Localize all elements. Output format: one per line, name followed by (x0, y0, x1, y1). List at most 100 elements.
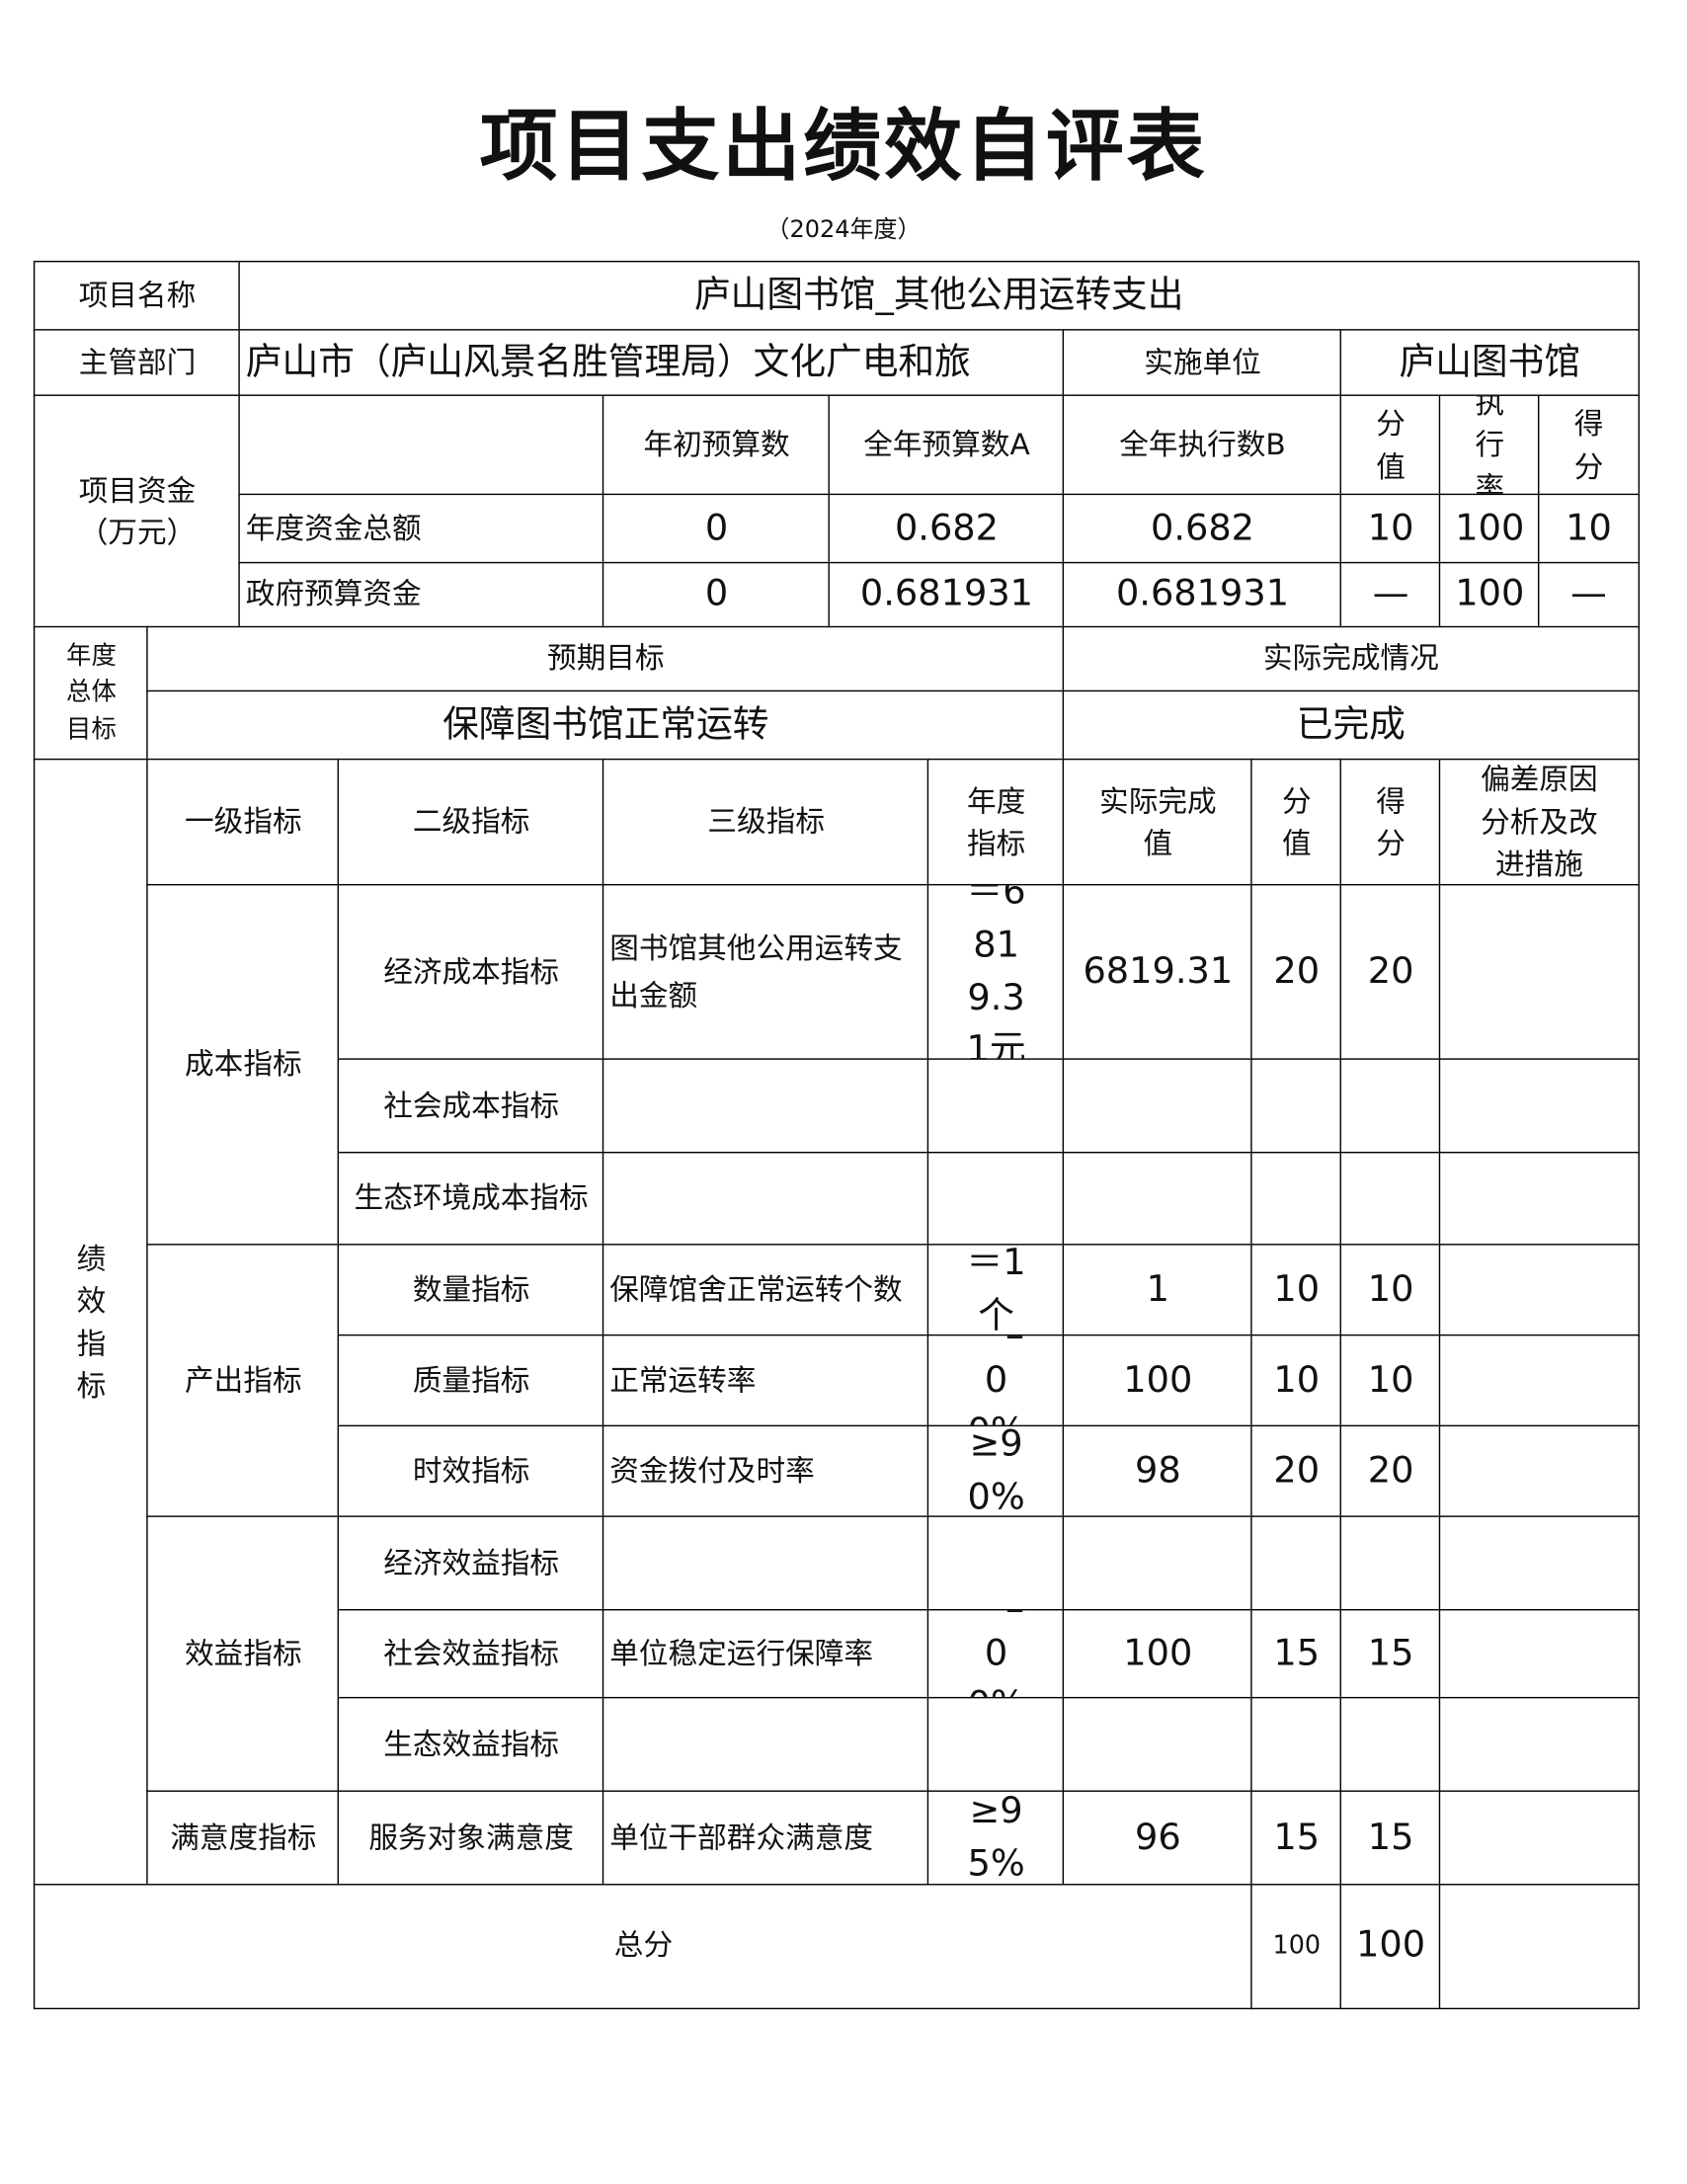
funding-header-cell: 执行率 (1439, 394, 1541, 497)
funding-header: 年初预算数 (643, 427, 790, 461)
indicator-score: 15 (1367, 1816, 1414, 1859)
indicator-actual: 98 (1134, 1449, 1181, 1492)
indicator-header-cell: 得分 (1339, 759, 1442, 887)
funding-header: 分值 (1376, 407, 1406, 484)
total-score: 100 (1356, 1924, 1426, 1967)
level1-indicator-cell: 成本指标 (146, 884, 341, 1247)
indicator-target: ＝100% (967, 1611, 1026, 1698)
indicator-header-cell: 二级指标 (337, 759, 605, 887)
indicator-target-cell: ＝6819.31元 (927, 884, 1066, 1061)
indicator-level3: 保障馆舍正常运转个数 (609, 1272, 903, 1307)
funding-header-cell (238, 394, 605, 497)
level1-indicator: 成本指标 (185, 1047, 302, 1082)
indicator-level3-cell (602, 1515, 930, 1612)
funding-value-cell: 100 (1439, 494, 1541, 565)
funding-header: 得分 (1573, 407, 1604, 484)
dept-value-cell: 庐山市（庐山风景名胜管理局）文化广电和旅 (238, 329, 1066, 397)
indicator-level2-cell: 数量指标 (337, 1244, 605, 1337)
total-label-cell: 总分 (34, 1884, 1253, 2009)
indicator-deviation-cell (1439, 1790, 1640, 1887)
funding-value-cell: 0 (602, 494, 831, 565)
page-subtitle: （2024年度） (765, 215, 922, 245)
funding-value-cell: 10 (1339, 494, 1442, 565)
funding-row-label: 政府预算资金 (245, 577, 422, 611)
indicator-score: 15 (1367, 1632, 1414, 1674)
indicator-level2-cell: 时效指标 (337, 1425, 605, 1518)
funding-value: — (1372, 573, 1409, 615)
funding-value-cell: 0.682 (1062, 494, 1343, 565)
indicator-score-cell: 10 (1339, 1244, 1442, 1337)
indicator-header-cell: 一级指标 (146, 759, 341, 887)
indicator-target-cell (927, 1697, 1066, 1793)
page-title: 项目支出绩效自评表 (479, 100, 1208, 193)
total-label: 总分 (613, 1928, 674, 1963)
indicator-level2-cell: 经济成本指标 (337, 884, 605, 1061)
funding-header: 全年预算数A (863, 427, 1030, 461)
funding-row-label-cell: 政府预算资金 (238, 562, 605, 629)
indicator-level2: 社会效益指标 (383, 1636, 560, 1670)
indicator-level3-cell (602, 1152, 930, 1247)
indicator-score-value-cell (1250, 1515, 1343, 1612)
funding-header: 全年执行数B (1119, 427, 1286, 461)
indicators-label: 绩效指标 (76, 1242, 107, 1403)
funding-label: 项目资金（万元） (78, 473, 197, 550)
total-score-value-cell: 100 (1250, 1884, 1343, 2009)
indicator-deviation-cell (1439, 1697, 1640, 1793)
funding-value: 100 (1455, 507, 1525, 549)
indicator-actual-cell (1062, 1058, 1253, 1155)
goals-expected-label: 预期目标 (547, 641, 665, 676)
indicator-level3-cell: 保障馆舍正常运转个数 (602, 1244, 930, 1337)
funding-value: 10 (1367, 507, 1414, 549)
indicator-level3: 图书馆其他公用运转支出金额 (609, 930, 903, 1012)
indicator-level3-cell: 正常运转率 (602, 1335, 930, 1428)
indicator-level2-cell: 社会成本指标 (337, 1058, 605, 1155)
project-name-label-cell: 项目名称 (34, 261, 241, 332)
indicator-header-cell: 年度指标 (927, 759, 1066, 887)
indicator-level2: 生态环境成本指标 (354, 1180, 589, 1215)
indicator-score-value-cell (1250, 1152, 1343, 1247)
indicator-actual: 96 (1134, 1816, 1181, 1859)
funding-row-label: 年度资金总额 (245, 511, 422, 545)
indicator-header: 年度指标 (966, 784, 1026, 860)
indicator-actual-cell: 100 (1062, 1335, 1253, 1428)
unit-label-cell: 实施单位 (1062, 329, 1343, 397)
indicator-target-cell (927, 1152, 1066, 1247)
indicator-target-cell (927, 1515, 1066, 1612)
funding-value: — (1570, 573, 1607, 615)
funding-header-cell: 全年执行数B (1062, 394, 1343, 497)
indicator-target-cell: ≥90% (927, 1425, 1066, 1518)
goals-actual-label-cell: 实际完成情况 (1062, 626, 1640, 693)
funding-header-cell: 分值 (1339, 394, 1442, 497)
indicator-level2: 质量指标 (412, 1363, 530, 1398)
unit-value-cell: 庐山图书馆 (1339, 329, 1640, 397)
indicator-score-cell: 15 (1339, 1609, 1442, 1700)
unit-value: 庐山图书馆 (1399, 341, 1581, 383)
indicator-target: ≥90% (967, 1425, 1025, 1518)
unit-label: 实施单位 (1144, 345, 1261, 379)
indicator-level3-cell: 图书馆其他公用运转支出金额 (602, 884, 930, 1061)
indicator-score: 10 (1367, 1358, 1414, 1402)
indicator-target-cell: ≥95% (927, 1790, 1066, 1887)
indicator-level2-cell: 经济效益指标 (337, 1515, 605, 1612)
funding-header: 执行率 (1475, 394, 1505, 497)
indicator-target-cell: ＝1个 (927, 1244, 1066, 1337)
funding-label-cell: 项目资金（万元） (34, 394, 241, 629)
funding-value: 10 (1566, 507, 1612, 549)
total-deviation-cell (1439, 1884, 1640, 2009)
indicator-target: ≥95% (967, 1790, 1025, 1885)
indicator-header-cell: 偏差原因分析及改进措施 (1439, 759, 1640, 887)
indicator-level3-cell (602, 1697, 930, 1793)
indicator-score-cell (1339, 1515, 1442, 1612)
total-score-cell: 100 (1339, 1884, 1442, 2009)
indicator-actual-cell (1062, 1152, 1253, 1247)
indicator-target-cell: ＝100% (927, 1609, 1066, 1700)
indicator-header: 实际完成值 (1099, 784, 1217, 860)
goals-expected-value: 保障图书馆正常运转 (442, 703, 769, 746)
indicator-actual-cell (1062, 1515, 1253, 1612)
funding-value-cell: — (1339, 562, 1442, 629)
indicator-level3-cell: 资金拨付及时率 (602, 1425, 930, 1518)
dept-label-cell: 主管部门 (34, 329, 241, 397)
indicator-deviation-cell (1439, 1152, 1640, 1247)
indicator-score-value-cell: 15 (1250, 1790, 1343, 1887)
indicator-target: ＝1个 (966, 1244, 1026, 1337)
